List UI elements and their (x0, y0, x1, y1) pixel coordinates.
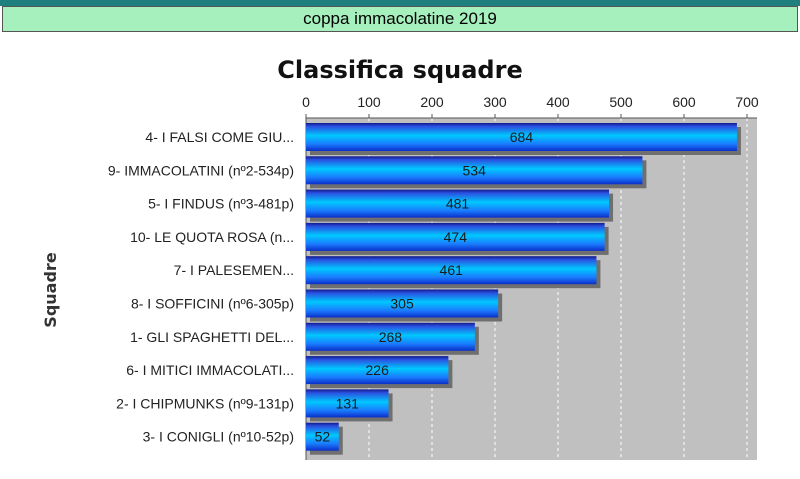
bar (306, 322, 475, 351)
bar-value-label: 226 (366, 362, 390, 378)
category-label: 10- LE QUOTA ROSA (n... (130, 229, 294, 245)
bar (306, 256, 597, 285)
bar-value-label: 131 (336, 395, 360, 411)
category-label: 9- IMMACOLATINI (nº2-534p) (108, 162, 294, 178)
x-tick-label: 300 (483, 94, 507, 110)
bar (306, 422, 339, 451)
category-label: 2- I CHIPMUNKS (nº9-131p) (116, 395, 294, 411)
bar-value-label: 481 (446, 196, 470, 212)
bar-value-label: 684 (510, 129, 534, 145)
bar-value-label: 52 (315, 429, 331, 445)
bar (306, 356, 449, 385)
category-label: 4- I FALSI COME GIU... (145, 129, 294, 145)
bar (306, 156, 643, 185)
top-accent-bar (0, 0, 800, 6)
x-tick-label: 400 (546, 94, 570, 110)
category-label: 1- GLI SPAGHETTI DEL... (130, 329, 294, 345)
category-labels: 4- I FALSI COME GIU... 9- IMMACOLATINI (n… (108, 129, 294, 445)
chart-title: Classifica squadre (277, 56, 522, 84)
bar (306, 222, 605, 251)
category-label: 8- I SOFFICINI (nº6-305p) (131, 296, 294, 312)
category-label: 6- I MITICI IMMACOLATI... (126, 362, 294, 378)
category-label: 5- I FINDUS (nº3-481p) (148, 196, 294, 212)
bar (306, 289, 499, 318)
bar-value-label: 474 (444, 229, 468, 245)
bar-value-label: 461 (440, 262, 464, 278)
category-label: 3- I CONIGLI (nº10-52p) (143, 429, 294, 445)
x-tick-label: 500 (609, 94, 633, 110)
x-tick-label: 200 (420, 94, 444, 110)
x-tick-label: 600 (672, 94, 696, 110)
bar (306, 123, 737, 151)
banner-title: coppa immacolatine 2019 (2, 6, 798, 32)
x-tick-label: 100 (357, 94, 381, 110)
x-tick-label: 700 (735, 94, 759, 110)
category-label: 7- I PALESEMEN... (174, 262, 294, 278)
bars: 684 534 481 474 461 305 268 226 131 52 (306, 123, 741, 455)
x-tick-label: 0 (302, 94, 310, 110)
bar (306, 389, 389, 418)
y-axis-title: Squadre (41, 252, 60, 328)
bar-value-label: 534 (463, 162, 487, 178)
bar-value-label: 305 (390, 296, 414, 312)
bar (306, 189, 610, 218)
bar-value-label: 268 (379, 329, 403, 345)
